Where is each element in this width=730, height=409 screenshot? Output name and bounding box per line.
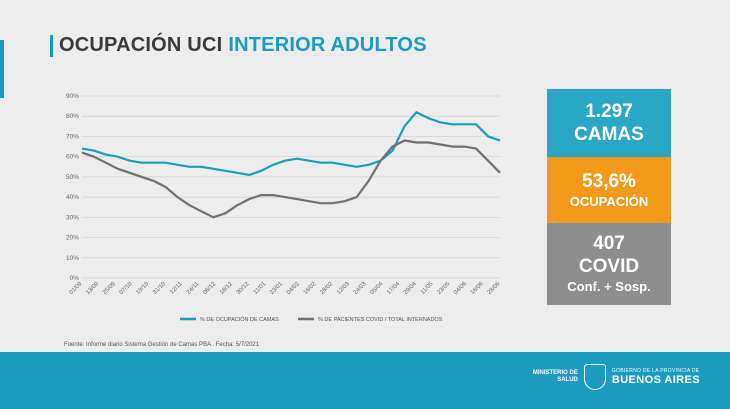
- x-tick-label: 24/11: [186, 281, 201, 296]
- x-tick-label: 05/04: [370, 281, 385, 296]
- x-tick-label: 23/01: [269, 281, 284, 296]
- covid-sub: Conf. + Sosp.: [567, 279, 651, 294]
- ministry-line2: SALUD: [557, 377, 578, 383]
- x-tick-label: 16/02: [303, 281, 318, 296]
- x-tick-label: 29/04: [403, 281, 418, 296]
- x-tick-label: 17/04: [386, 281, 401, 296]
- occupancy-stat: 53,6% OCUPACIÓN: [547, 157, 671, 223]
- x-tick-label: 01/09: [69, 281, 84, 296]
- x-tick-label: 28/06: [487, 281, 502, 296]
- x-tick-label: 11/05: [420, 281, 435, 296]
- y-tick-label: 30%: [66, 214, 79, 221]
- covid-stat: 407 COVID Conf. + Sosp.: [547, 223, 671, 305]
- occupancy-value: 53,6%: [582, 170, 636, 192]
- x-tick-label: 25/09: [102, 281, 117, 296]
- title-part2: INTERIOR ADULTOS: [228, 34, 427, 56]
- x-tick-label: 19/10: [135, 281, 150, 296]
- stats-panel: 1.297 CAMAS 53,6% OCUPACIÓN 407 COVID Co…: [547, 89, 671, 305]
- y-tick-label: 90%: [66, 93, 79, 100]
- covid-label: COVID: [578, 256, 640, 277]
- x-tick-label: 12/11: [169, 281, 184, 296]
- x-tick-label: 06/12: [202, 281, 217, 296]
- x-tick-label: 11/01: [253, 281, 268, 296]
- title-part1: OCUPACIÓN UCI: [59, 34, 223, 56]
- x-tick-label: 16/06: [470, 281, 485, 296]
- beds-value: 1.297: [585, 101, 633, 122]
- shield-icon: [583, 364, 606, 390]
- y-tick-label: 60%: [66, 154, 79, 161]
- x-tick-label: 31/10: [152, 281, 167, 296]
- y-tick-label: 20%: [66, 235, 79, 242]
- x-tick-label: 04/02: [286, 281, 301, 296]
- gov-big-label: BUENOS AIRES: [611, 374, 700, 386]
- x-tick-label: 07/10: [119, 281, 134, 296]
- ministry-line1: MINISTERIO DE: [532, 370, 578, 376]
- footer-bar: [0, 352, 730, 409]
- y-tick-label: 40%: [66, 194, 79, 201]
- occupancy-line-chart: 0%10%20%30%40%50%60%70%80%90%01/09 13/09 2…: [66, 93, 502, 323]
- x-tick-label: 30/12: [236, 281, 251, 296]
- y-tick-label: 0%: [70, 275, 80, 282]
- source-note: Fuente: Informe diario Sistema Gestión d…: [64, 342, 260, 348]
- y-tick-label: 50%: [66, 174, 79, 181]
- ministry-label: MINISTERIO DE SALUD: [533, 370, 578, 384]
- y-tick-label: 10%: [66, 255, 79, 262]
- beds-label: CAMAS: [574, 124, 644, 145]
- covid-value: 407: [593, 233, 625, 254]
- x-tick-label: 28/02: [319, 281, 334, 296]
- government-logo: MINISTERIO DE SALUD GOBIERNO DE LA PROVI…: [533, 364, 700, 390]
- x-tick-label: 24/03: [353, 281, 368, 296]
- title-accent-bar: [50, 34, 53, 57]
- occupancy-series-line: [81, 111, 501, 177]
- gov-small-label: GOBIERNO DE LA PROVINCIA DE: [611, 368, 700, 374]
- page-title: OCUPACIÓN UCI INTERIOR ADULTOS: [50, 34, 427, 57]
- y-tick-label: 70%: [66, 133, 79, 140]
- y-tick-label: 80%: [66, 113, 79, 120]
- x-tick-label: 12/03: [336, 281, 351, 296]
- gov-name: GOBIERNO DE LA PROVINCIA DE BUENOS AIRES: [612, 368, 700, 386]
- covid-series-line: [81, 139, 501, 219]
- legend-label: % DE PACIENTES COVID / TOTAL INTERNADOS: [318, 317, 443, 323]
- x-tick-label: 04/06: [453, 281, 468, 296]
- x-tick-label: 23/05: [436, 281, 451, 296]
- left-accent-bar: [0, 40, 4, 98]
- x-tick-label: 13/09: [85, 281, 100, 296]
- occupancy-label: OCUPACIÓN: [569, 193, 649, 209]
- x-tick-label: 18/12: [219, 281, 234, 296]
- legend-label: % DE OCUPACIÓN DE CAMAS: [200, 316, 279, 323]
- beds-stat: 1.297 CAMAS: [547, 89, 671, 157]
